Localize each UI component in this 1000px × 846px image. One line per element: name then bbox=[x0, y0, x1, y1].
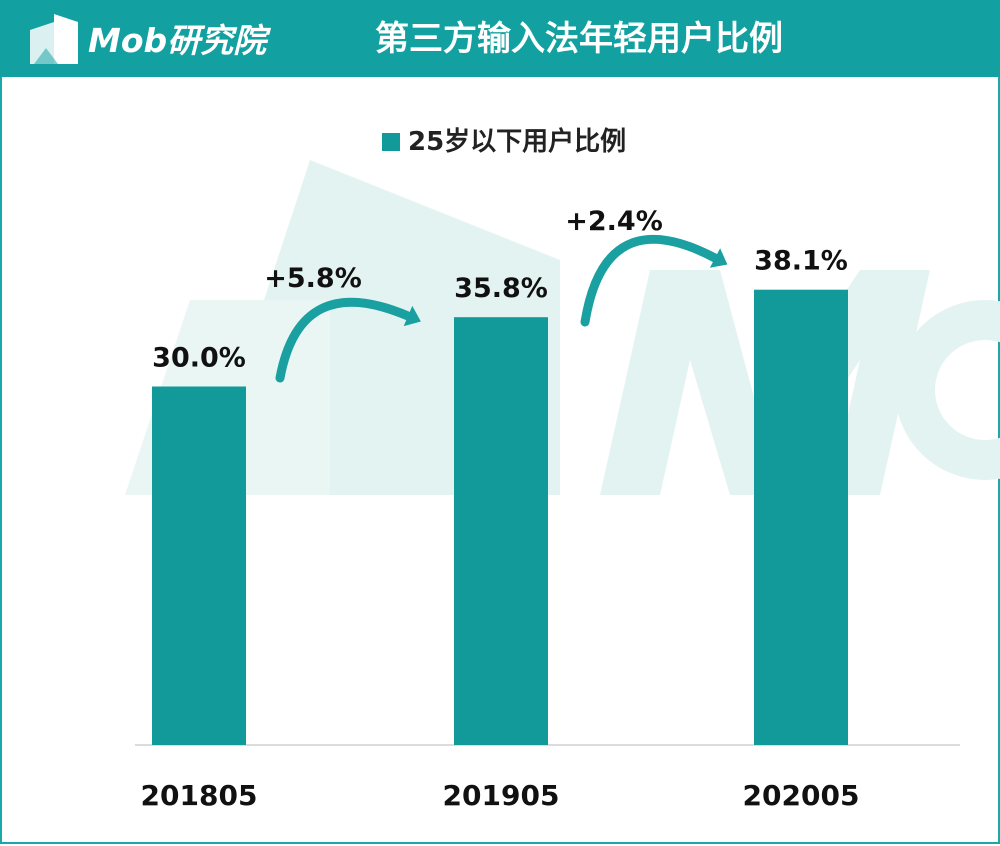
x-tick-201805: 201805 bbox=[141, 779, 258, 812]
bar-201905 bbox=[454, 317, 548, 745]
growth-annotation-1: +5.8% bbox=[264, 263, 362, 294]
ticks-group: 201805 201905 202005 bbox=[141, 779, 860, 812]
watermark bbox=[125, 160, 1000, 495]
legend-swatch bbox=[382, 133, 400, 151]
growth-arrow-2 bbox=[580, 234, 728, 327]
bar-202005 bbox=[754, 289, 848, 745]
bars-group bbox=[152, 289, 848, 745]
growth-arrow-1 bbox=[275, 297, 421, 383]
curved-arrow-icon bbox=[275, 297, 413, 383]
arrow-head bbox=[709, 248, 728, 268]
growth-annotation-2: +2.4% bbox=[565, 206, 663, 237]
arrow-head bbox=[403, 305, 421, 327]
arrows-group: +5.8% +2.4% bbox=[264, 206, 728, 383]
header-bar: Mob研究院 第三方输入法年轻用户比例 bbox=[0, 0, 1000, 77]
bar-201805 bbox=[152, 386, 246, 745]
x-tick-201905: 201905 bbox=[443, 779, 560, 812]
curved-arrow-icon bbox=[580, 234, 720, 327]
mob-logo-icon bbox=[30, 14, 78, 64]
logo: Mob研究院 bbox=[24, 8, 294, 68]
labels-group: 30.0% 35.8% 38.1% bbox=[152, 246, 848, 374]
legend-label: 25岁以下用户比例 bbox=[408, 127, 627, 157]
x-tick-202005: 202005 bbox=[743, 779, 860, 812]
data-label-201905: 35.8% bbox=[454, 273, 548, 304]
data-label-202005: 38.1% bbox=[754, 246, 848, 277]
logo-text: Mob研究院 bbox=[88, 21, 267, 60]
page-title: 第三方输入法年轻用户比例 bbox=[375, 19, 783, 59]
data-label-201805: 30.0% bbox=[152, 343, 246, 374]
